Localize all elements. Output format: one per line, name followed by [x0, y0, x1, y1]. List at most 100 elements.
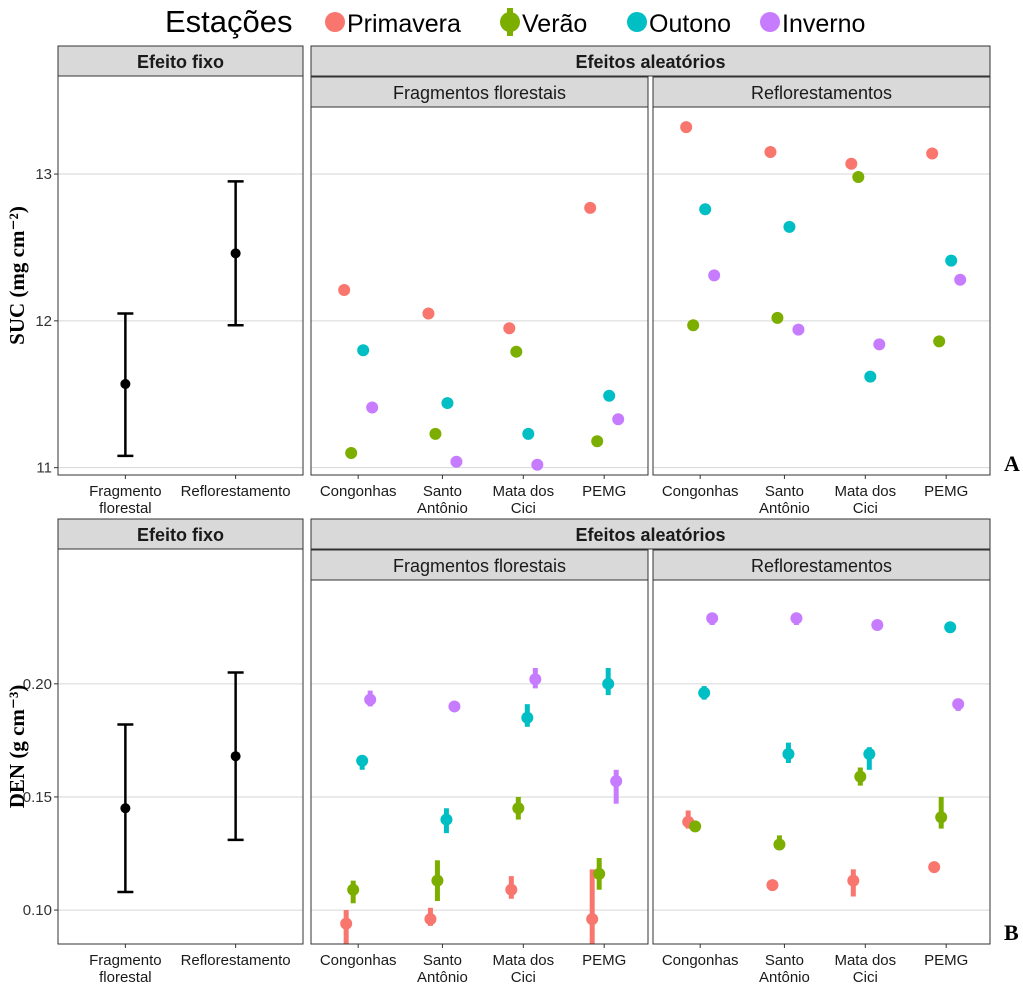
site-point: [952, 698, 965, 711]
x-tick-label: PEMG: [582, 952, 626, 969]
site-point: [845, 157, 858, 170]
site-point: [954, 273, 967, 286]
y-tick-label: 0.15: [23, 789, 52, 806]
site-point: [687, 319, 700, 332]
x-tick-label: PEMG: [582, 483, 626, 500]
site-point: [773, 838, 786, 851]
x-tick-label: Congonhas: [320, 483, 397, 500]
site-point: [602, 677, 615, 690]
strip-fragments-bg: [310, 549, 649, 581]
x-tick-label: Mata dos Cici: [834, 483, 896, 517]
site-point: [586, 913, 599, 926]
site-point: [928, 861, 941, 874]
x-tick-label: Congonhas: [662, 952, 739, 969]
panel-letter: A: [1004, 451, 1020, 476]
site-point: [610, 775, 623, 788]
x-tick-label: Reflorestamento: [181, 483, 291, 500]
site-point: [440, 813, 453, 826]
strip-reforest: Reflorestamentos: [751, 556, 892, 576]
strip-fixed: Efeito fixo: [137, 525, 224, 545]
site-point: [529, 673, 542, 686]
site-point: [356, 754, 369, 767]
legend-key-point: [760, 12, 780, 32]
site-point: [505, 883, 518, 896]
legend-label: Inverno: [782, 10, 865, 38]
strip-random-bg: [310, 45, 991, 77]
strip-random-bg: [310, 518, 991, 550]
site-point: [503, 322, 516, 335]
site-point: [708, 269, 721, 282]
site-point: [766, 879, 779, 892]
x-tick-label: Fragmento florestal: [89, 952, 162, 986]
legend-label: Verão: [522, 10, 587, 38]
site-point: [852, 170, 865, 183]
site-point: [584, 201, 597, 214]
site-point: [591, 435, 604, 448]
x-tick-label: Santo Antônio: [417, 952, 468, 986]
x-tick-label: Fragmento florestal: [89, 483, 162, 517]
site-point: [706, 612, 719, 625]
strip-fragments: Fragmentos florestais: [393, 83, 566, 103]
site-point: [790, 612, 803, 625]
panel-border: [652, 579, 991, 945]
panel-border: [57, 75, 304, 476]
site-point: [448, 700, 461, 713]
site-point: [603, 389, 616, 402]
site-point: [847, 874, 860, 887]
site-point: [854, 770, 867, 783]
site-point: [347, 883, 360, 896]
legend-label: Primavera: [347, 10, 461, 38]
site-point: [864, 370, 877, 383]
site-point: [945, 254, 958, 267]
site-point: [357, 344, 370, 357]
x-tick-label: PEMG: [924, 483, 968, 500]
site-point: [944, 621, 957, 634]
site-point: [366, 401, 379, 414]
site-point: [422, 307, 435, 320]
y-tick-label: 0.10: [23, 902, 52, 919]
panel-bg: [58, 76, 303, 475]
site-point: [512, 802, 525, 815]
y-axis-label: SUC (mg cm⁻²): [5, 206, 29, 345]
legend-label: Outono: [649, 10, 731, 38]
legend-key-point: [627, 12, 647, 32]
site-point: [531, 458, 544, 471]
site-point: [792, 323, 805, 336]
strip-reforest: Reflorestamentos: [751, 83, 892, 103]
panel-border: [652, 106, 991, 476]
x-tick-label: Reflorestamento: [181, 952, 291, 969]
site-point: [345, 446, 358, 459]
y-tick-label: 11: [36, 460, 52, 477]
site-point: [510, 345, 523, 358]
site-point: [771, 311, 784, 324]
legend-title: Estações: [165, 4, 293, 39]
x-tick-label: Mata dos Cici: [492, 483, 554, 517]
site-point: [521, 711, 534, 724]
site-point: [873, 338, 886, 351]
panel-border: [310, 106, 649, 476]
x-tick-label: Santo Antônio: [417, 483, 468, 517]
site-point: [933, 335, 946, 348]
site-point: [926, 147, 939, 160]
strip-reforest-bg: [652, 549, 991, 581]
y-tick-label: 0.20: [23, 676, 52, 693]
panel-border: [57, 548, 304, 945]
fixed-point: [120, 378, 131, 389]
x-tick-label: Congonhas: [662, 483, 739, 500]
site-point: [612, 413, 625, 426]
y-tick-label: 13: [35, 166, 52, 183]
site-point: [429, 427, 442, 440]
site-point: [689, 820, 702, 833]
site-point: [871, 618, 884, 631]
strip-reforest-bg: [652, 76, 991, 108]
panel-letter: B: [1004, 920, 1019, 945]
site-point: [782, 747, 795, 760]
fixed-point: [230, 248, 241, 259]
x-tick-label: Santo Antônio: [759, 952, 810, 986]
site-point: [680, 121, 693, 134]
site-point: [783, 220, 796, 233]
x-tick-label: Mata dos Cici: [492, 952, 554, 986]
site-point: [364, 693, 377, 706]
strip-random: Efeitos aleatórios: [575, 525, 725, 545]
